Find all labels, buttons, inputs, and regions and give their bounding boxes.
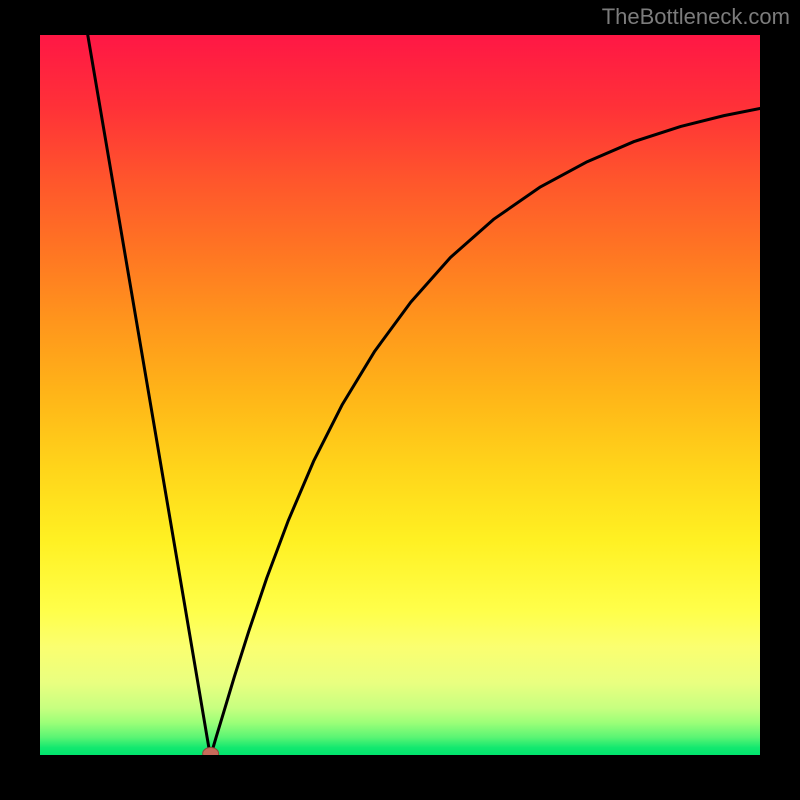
minimum-marker [203,748,219,755]
watermark-text: TheBottleneck.com [602,4,790,30]
chart-svg [40,35,760,755]
plot-area [40,35,760,755]
chart-container: TheBottleneck.com [0,0,800,800]
